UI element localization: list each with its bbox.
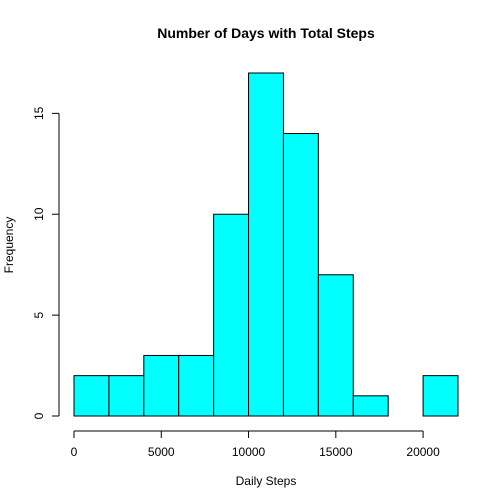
x-tick-label: 0 (71, 445, 78, 459)
y-axis: 0 5 10 15 (32, 106, 60, 419)
x-axis: 0 5000 10000 15000 20000 (71, 430, 440, 459)
histogram-bar (248, 72, 284, 417)
histogram-bar (108, 375, 145, 417)
x-tick-label: 5000 (148, 445, 175, 459)
y-tick-label: 0 (32, 412, 46, 419)
histogram-bar (213, 213, 250, 417)
histogram-bar (178, 354, 215, 417)
histogram-bar (352, 395, 389, 417)
y-axis-label: Frequency (2, 217, 16, 274)
chart-title: Number of Days with Total Steps (157, 25, 375, 41)
histogram-bar (73, 375, 110, 417)
histogram-bar (317, 274, 354, 417)
bars-group (73, 72, 459, 417)
y-tick-label: 5 (32, 311, 46, 318)
x-tick-label: 20000 (406, 445, 440, 459)
histogram-bar (422, 375, 459, 417)
y-tick-label: 15 (32, 106, 46, 120)
x-tick-label: 15000 (319, 445, 353, 459)
x-axis-label: Daily Steps (236, 474, 297, 488)
y-tick-label: 10 (32, 207, 46, 221)
histogram-bar (282, 133, 319, 417)
x-tick-label: 10000 (232, 445, 266, 459)
histogram-bar (143, 354, 180, 417)
